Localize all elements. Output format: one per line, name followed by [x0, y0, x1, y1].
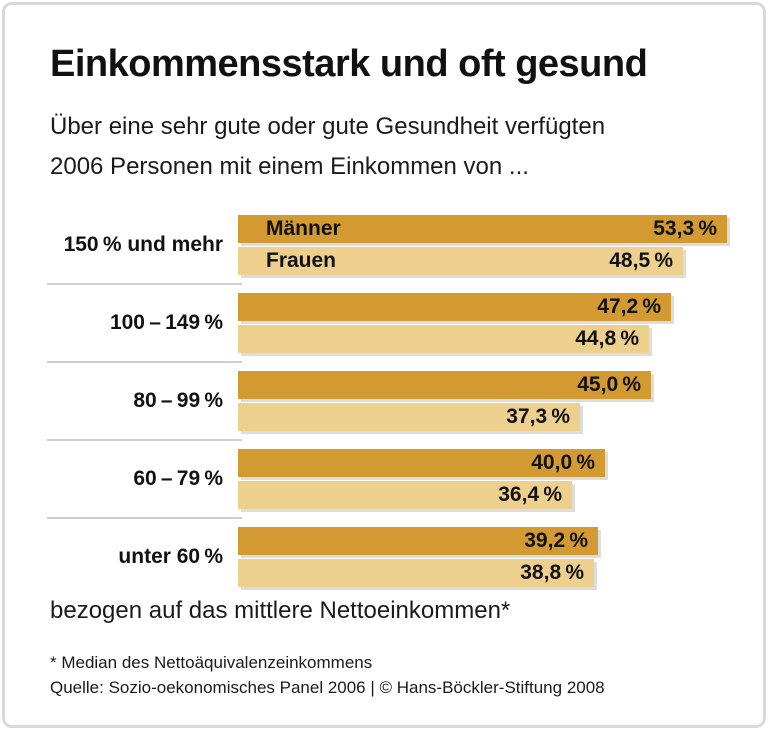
bar-frauen: 38,8 %	[238, 559, 594, 587]
bar-value-label: 53,3 %	[653, 217, 717, 240]
category-label: 80 – 99 %	[133, 389, 223, 412]
subtitle-line-1: Über eine sehr gute oder gute Gesundheit…	[50, 113, 606, 140]
bar-value-label: 39,2 %	[524, 529, 588, 552]
bar-value-label: 38,8 %	[520, 561, 584, 584]
bar-chart: 150 % und mehr Männer 53,3 % Frauen 48,5 % 10…	[5, 215, 768, 587]
subtitle-line-2: 2006 Personen mit einem Einkommen von ..…	[50, 153, 529, 180]
bar-maenner: 47,2 %	[238, 293, 671, 321]
bar-maenner: Männer 53,3 %	[238, 215, 727, 243]
source-line: Quelle: Sozio-oekonomisches Panel 2006 |…	[50, 678, 605, 697]
chart-subtitle: Über eine sehr gute oder gute Gesundheit…	[50, 107, 605, 187]
group-separator	[47, 283, 242, 285]
group-separator	[47, 361, 242, 363]
series-label: Frauen	[266, 249, 337, 272]
group-separator	[47, 439, 242, 441]
bar-value-label: 44,8 %	[575, 327, 639, 350]
bar-frauen: 36,4 %	[238, 481, 572, 509]
bar-value-label: 48,5 %	[609, 249, 673, 272]
category-label: 150 % und mehr	[63, 233, 223, 256]
group-separator	[47, 517, 242, 519]
bar-value-label: 36,4 %	[498, 483, 562, 506]
bar-maenner: 40,0 %	[238, 449, 605, 477]
bar-value-label: 47,2 %	[597, 295, 661, 318]
bar-frauen: 44,8 %	[238, 325, 649, 353]
bar-value-label: 37,3 %	[506, 405, 570, 428]
series-label: Männer	[266, 217, 341, 240]
bar-value-label: 45,0 %	[577, 373, 641, 396]
category-label: 60 – 79 %	[133, 467, 223, 490]
bar-frauen: 37,3 %	[238, 403, 580, 431]
category-label: unter 60 %	[118, 545, 223, 568]
footer-block: * Median des Nettoäquivalenzeinkommens Q…	[50, 650, 605, 700]
page-title: Einkommensstark und oft gesund	[50, 43, 648, 85]
bar-frauen: Frauen 48,5 %	[238, 247, 683, 275]
axis-note: bezogen auf das mittlere Nettoeinkommen*	[50, 597, 511, 624]
bar-maenner: 39,2 %	[238, 527, 598, 555]
bar-maenner: 45,0 %	[238, 371, 651, 399]
category-label: 100 – 149 %	[109, 311, 223, 334]
footnote: * Median des Nettoäquivalenzeinkommens	[50, 653, 373, 672]
bar-value-label: 40,0 %	[531, 451, 595, 474]
